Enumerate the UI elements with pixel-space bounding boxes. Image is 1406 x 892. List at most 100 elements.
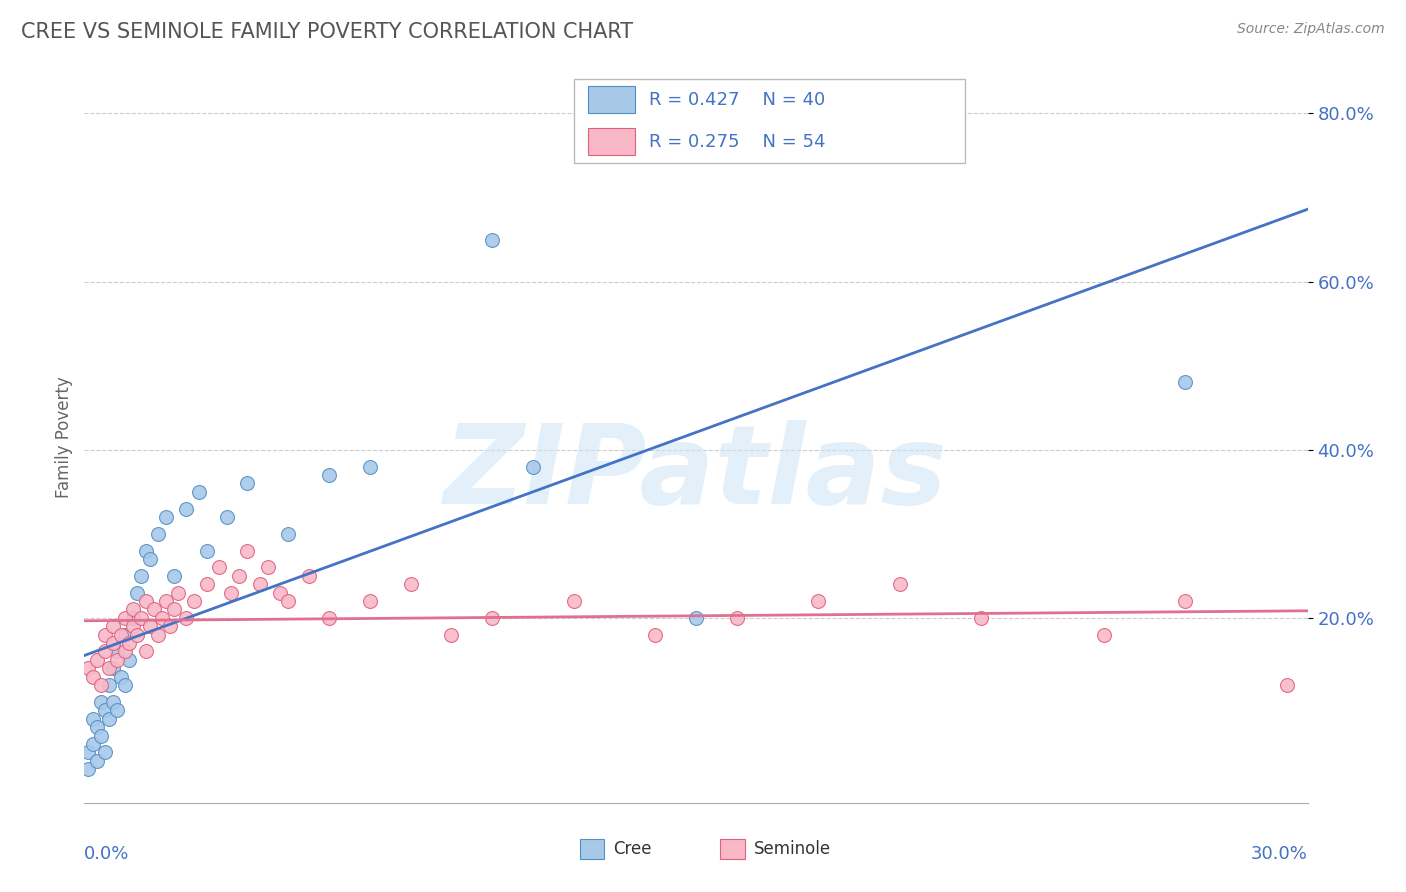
Point [1174, 376, 1197, 390]
Point [101, 661, 124, 675]
Point [970, 611, 993, 625]
Point [163, 569, 186, 583]
Point [135, 644, 157, 658]
Point [127, 585, 149, 599]
Point [101, 695, 124, 709]
Point [150, 611, 173, 625]
Text: CREE VS SEMINOLE FAMILY POVERTY CORRELATION CHART: CREE VS SEMINOLE FAMILY POVERTY CORRELAT… [21, 22, 633, 42]
Point [122, 619, 145, 633]
Point [219, 585, 242, 599]
Point [183, 594, 205, 608]
Text: 30.0%: 30.0% [1251, 845, 1308, 863]
Point [93, 627, 115, 641]
Point [155, 594, 177, 608]
Point [1092, 627, 1115, 641]
Point [277, 526, 299, 541]
Point [131, 569, 153, 583]
Text: 0.0%: 0.0% [84, 845, 129, 863]
Point [114, 678, 136, 692]
Point [167, 585, 190, 599]
Point [644, 627, 666, 641]
Point [105, 644, 128, 658]
Point [1277, 678, 1299, 692]
Point [90, 729, 112, 743]
Point [93, 745, 115, 759]
Point [135, 594, 157, 608]
Point [86, 720, 108, 734]
FancyBboxPatch shape [574, 78, 965, 163]
Point [257, 560, 280, 574]
Text: ZIPatlas: ZIPatlas [444, 420, 948, 527]
Point [122, 611, 145, 625]
Point [97, 712, 120, 726]
Point [101, 619, 124, 633]
Point [208, 560, 231, 574]
Point [127, 627, 149, 641]
Point [146, 627, 169, 641]
FancyBboxPatch shape [579, 838, 605, 859]
Point [440, 627, 463, 641]
Point [105, 653, 128, 667]
Point [359, 594, 381, 608]
Point [155, 510, 177, 524]
Text: Seminole: Seminole [754, 840, 831, 858]
Point [86, 754, 108, 768]
Point [685, 611, 707, 625]
Point [359, 459, 381, 474]
Point [118, 653, 141, 667]
Point [174, 611, 197, 625]
Point [90, 678, 112, 692]
Point [122, 602, 145, 616]
Point [97, 661, 120, 675]
Point [135, 543, 157, 558]
Point [195, 543, 218, 558]
Point [1174, 594, 1197, 608]
Point [101, 636, 124, 650]
FancyBboxPatch shape [588, 128, 636, 155]
Point [110, 670, 132, 684]
Point [807, 594, 830, 608]
Text: R = 0.275    N = 54: R = 0.275 N = 54 [650, 133, 825, 151]
Point [90, 695, 112, 709]
Point [159, 619, 181, 633]
FancyBboxPatch shape [588, 86, 636, 113]
Point [114, 644, 136, 658]
Point [110, 627, 132, 641]
Point [318, 467, 340, 482]
Point [114, 611, 136, 625]
Point [399, 577, 422, 591]
Point [725, 611, 748, 625]
Point [187, 484, 209, 499]
Text: Cree: Cree [613, 840, 651, 858]
Point [77, 762, 100, 776]
Point [562, 594, 585, 608]
Text: Source: ZipAtlas.com: Source: ZipAtlas.com [1237, 22, 1385, 37]
Point [889, 577, 911, 591]
Point [93, 644, 115, 658]
Text: R = 0.427    N = 40: R = 0.427 N = 40 [650, 90, 825, 109]
Point [82, 712, 104, 726]
Point [146, 526, 169, 541]
Point [138, 619, 160, 633]
Point [249, 577, 271, 591]
Point [77, 745, 100, 759]
Point [86, 653, 108, 667]
Point [277, 594, 299, 608]
Point [236, 476, 259, 491]
Point [138, 552, 160, 566]
Point [114, 627, 136, 641]
Point [142, 602, 165, 616]
Point [269, 585, 291, 599]
Point [163, 602, 186, 616]
Point [236, 543, 259, 558]
Point [118, 636, 141, 650]
Point [97, 678, 120, 692]
Point [217, 510, 239, 524]
Point [82, 737, 104, 751]
Point [522, 459, 544, 474]
Point [93, 703, 115, 717]
Point [82, 670, 104, 684]
Point [131, 611, 153, 625]
Point [228, 569, 250, 583]
Point [298, 569, 321, 583]
